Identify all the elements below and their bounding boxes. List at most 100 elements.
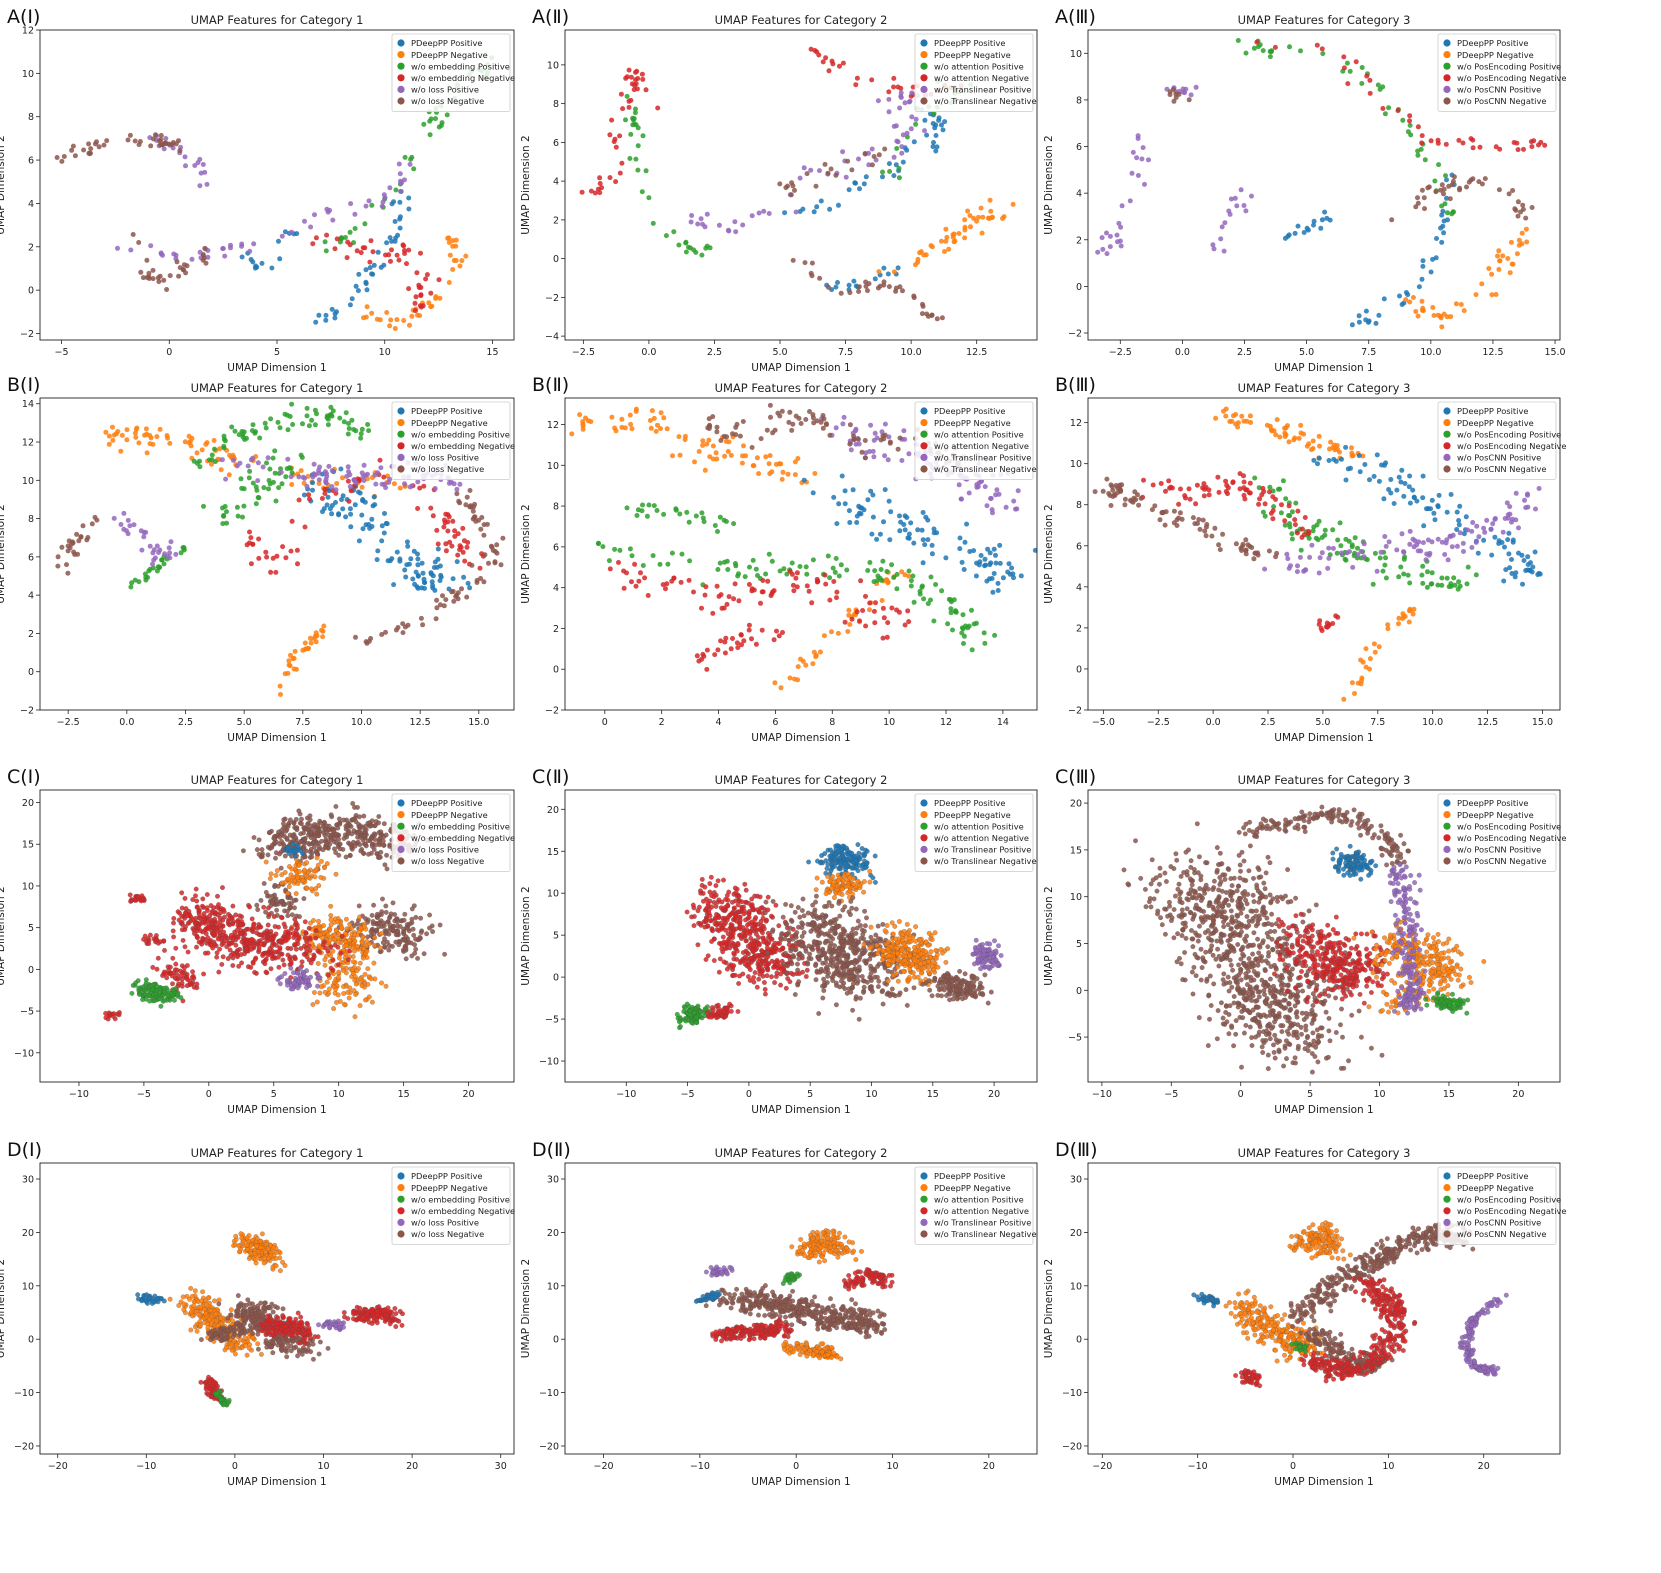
data-point	[827, 575, 833, 581]
data-point	[1338, 550, 1344, 556]
data-point	[313, 935, 319, 941]
data-point	[337, 821, 343, 827]
data-point	[960, 612, 966, 618]
data-point	[286, 864, 292, 869]
data-point	[389, 201, 395, 207]
data-point	[1476, 534, 1482, 540]
data-point	[1330, 621, 1336, 626]
data-point	[1138, 495, 1144, 501]
data-point	[1512, 574, 1518, 580]
legend-marker	[397, 407, 405, 415]
data-point	[1394, 547, 1400, 553]
data-point	[633, 106, 638, 112]
y-axis-label: UMAP Dimension 2	[1043, 135, 1055, 234]
data-point	[767, 453, 773, 459]
data-point	[612, 136, 618, 142]
data-point	[382, 862, 388, 868]
data-point	[346, 421, 351, 426]
data-point	[292, 648, 298, 654]
data-point	[1206, 492, 1212, 498]
data-point	[214, 954, 220, 960]
data-point	[1415, 313, 1421, 319]
data-point	[982, 556, 988, 562]
data-point	[884, 569, 890, 574]
data-point	[309, 854, 315, 860]
y-tick-label: −2	[20, 329, 34, 340]
data-point	[261, 485, 267, 491]
data-point	[678, 579, 684, 585]
plot-frame	[1087, 29, 1561, 341]
data-point	[1109, 484, 1115, 489]
data-point	[405, 622, 411, 628]
data-point	[357, 814, 362, 820]
data-point	[777, 181, 783, 187]
data-point	[366, 638, 372, 644]
data-point	[1448, 533, 1454, 539]
data-point	[409, 313, 415, 319]
data-point	[1032, 547, 1037, 553]
data-point	[69, 539, 75, 545]
data-point	[713, 450, 719, 456]
data-point	[269, 842, 275, 848]
y-tick-label: 10	[547, 60, 559, 71]
data-point	[374, 557, 380, 563]
data-point	[229, 424, 235, 430]
data-point	[1367, 666, 1372, 672]
data-point	[244, 542, 250, 548]
data-point	[902, 100, 908, 106]
legend-marker	[920, 430, 928, 438]
data-point	[945, 621, 951, 627]
data-point	[224, 520, 229, 526]
data-point	[1302, 515, 1308, 520]
data-point	[282, 902, 288, 907]
x-tick-label: 8	[829, 717, 835, 728]
data-point	[1262, 566, 1268, 572]
data-point	[125, 137, 131, 143]
data-point	[186, 908, 192, 914]
data-point	[131, 522, 137, 528]
data-point	[1427, 550, 1433, 556]
data-point	[299, 455, 305, 460]
data-point	[891, 75, 897, 81]
data-point	[410, 576, 416, 582]
data-point	[624, 93, 630, 99]
data-point	[782, 210, 788, 216]
points-layer	[1095, 38, 1548, 330]
data-point	[886, 109, 892, 115]
data-point	[282, 229, 288, 235]
data-point	[850, 487, 856, 493]
y-tick-label: 10	[22, 476, 34, 487]
data-point	[778, 685, 784, 691]
data-point	[376, 814, 382, 819]
data-point	[361, 462, 367, 468]
data-point	[693, 249, 699, 255]
data-point	[1283, 496, 1289, 502]
legend-entry: w/o PosEncoding Negative	[1457, 73, 1567, 83]
data-point	[1463, 514, 1469, 520]
data-point	[1260, 48, 1266, 54]
data-point	[931, 111, 937, 116]
data-point	[696, 658, 702, 664]
data-point	[277, 981, 283, 987]
data-point	[289, 401, 295, 407]
data-point	[728, 646, 734, 652]
data-point	[451, 598, 457, 604]
data-point	[1001, 214, 1007, 220]
data-point	[346, 957, 351, 963]
data-point	[324, 206, 330, 212]
data-point	[387, 922, 393, 928]
data-point	[394, 252, 400, 258]
data-point	[600, 544, 606, 550]
data-point	[262, 420, 268, 426]
data-point	[72, 153, 78, 159]
data-point	[1260, 509, 1266, 515]
y-tick-label: 6	[28, 156, 34, 167]
data-point	[328, 944, 334, 950]
data-point	[1099, 235, 1105, 241]
data-point	[1429, 539, 1435, 545]
data-point	[400, 621, 406, 627]
data-point	[279, 481, 285, 487]
data-point	[153, 933, 159, 938]
data-point	[292, 854, 298, 859]
data-point	[1333, 613, 1339, 619]
